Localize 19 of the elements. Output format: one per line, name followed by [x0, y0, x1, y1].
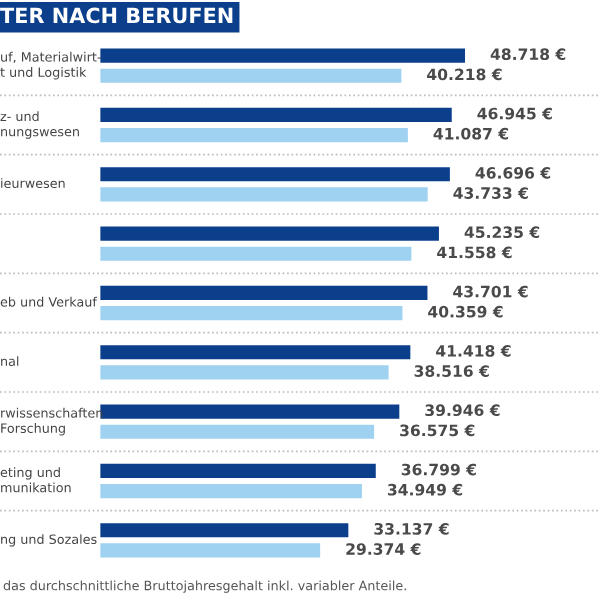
chart-title: TER NACH BERUFEN [0, 7, 233, 24]
bar [100, 404, 400, 419]
bar [100, 463, 376, 479]
bar [100, 483, 362, 499]
bar [100, 187, 428, 202]
bar [100, 523, 349, 538]
bar [100, 107, 452, 123]
bar [100, 543, 321, 558]
bar [100, 167, 450, 182]
bar [100, 68, 402, 83]
bar [100, 226, 439, 241]
bar [100, 48, 466, 63]
bar [100, 246, 412, 261]
bar [100, 285, 428, 301]
bar [100, 127, 408, 143]
bar [100, 305, 403, 321]
bar [100, 365, 389, 380]
bar [100, 424, 375, 439]
bar [100, 345, 411, 360]
